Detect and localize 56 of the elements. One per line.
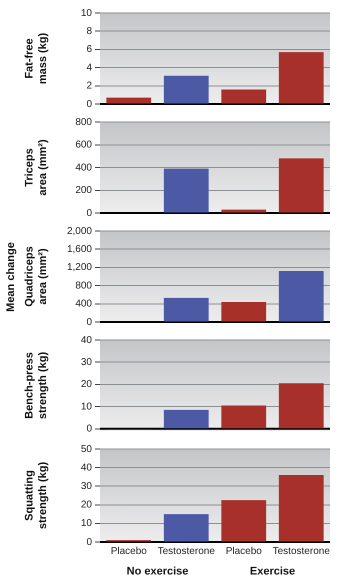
bar [278,52,324,104]
bar [164,76,209,104]
bar [221,500,266,542]
text: Exercise [250,566,296,578]
bar [106,98,152,104]
y-tick-label: 20 [80,379,92,390]
y-tick-label: 0 [86,316,92,328]
y-tick-label: 4 [86,62,92,74]
x-tick-label: Testosterone [272,546,330,557]
text: Mean change [5,242,17,312]
y-tick-label: 30 [80,480,92,492]
y-tick-label: 0 [86,208,92,219]
bar [164,298,209,322]
y-tick-label: 0 [86,536,92,548]
y-axis-title: Fat-free mass (kg) [24,32,49,84]
y-tick-label: 800 [75,116,92,128]
y-tick-label: 200 [75,185,92,196]
y-axis-title: Triceps area (mm²) [24,139,49,196]
bar [221,302,266,322]
x-tick-label: Testosterone [158,546,216,557]
y-tick-label: 600 [75,140,92,150]
y-tick-label: 1,200 [66,262,92,274]
bar [278,158,324,212]
y-tick-label: 30 [80,356,92,368]
bar [278,271,324,322]
y-tick-label: 1,600 [66,244,92,255]
y-tick-label: 2 [86,80,92,92]
y-tick-label: 400 [75,162,92,174]
y-tick-label: 6 [86,44,92,56]
text: No exercise [126,566,188,578]
bar [164,514,209,542]
y-axis-title: Quadriceps area (mm²) [24,246,49,307]
y-axis-title: Bench-press strength (kg) [24,352,49,420]
y-tick-label: 0 [86,424,92,435]
bar [221,89,266,104]
y-tick-label: 800 [75,280,92,292]
bar [278,383,324,428]
y-tick-label: 10 [80,8,92,19]
y-tick-label: 10 [80,401,92,412]
bar [221,405,266,428]
y-tick-label: 8 [86,26,92,37]
y-tick-label: 40 [80,334,92,346]
x-tick-label: Placebo [226,546,262,557]
y-tick-label: 10 [80,518,92,530]
x-tick-label: Placebo [110,546,148,557]
y-tick-label: 40 [80,462,92,474]
y-axis-title: Squatting strength (kg) [24,462,49,530]
bar [278,475,324,542]
y-tick-label: 20 [80,500,92,511]
y-tick-label: 2,000 [66,226,92,237]
bar [164,168,209,212]
y-tick-label: 0 [86,98,92,110]
bar [164,410,209,428]
y-tick-label: 50 [80,444,92,455]
bar [221,210,266,212]
y-tick-label: 400 [75,298,92,310]
